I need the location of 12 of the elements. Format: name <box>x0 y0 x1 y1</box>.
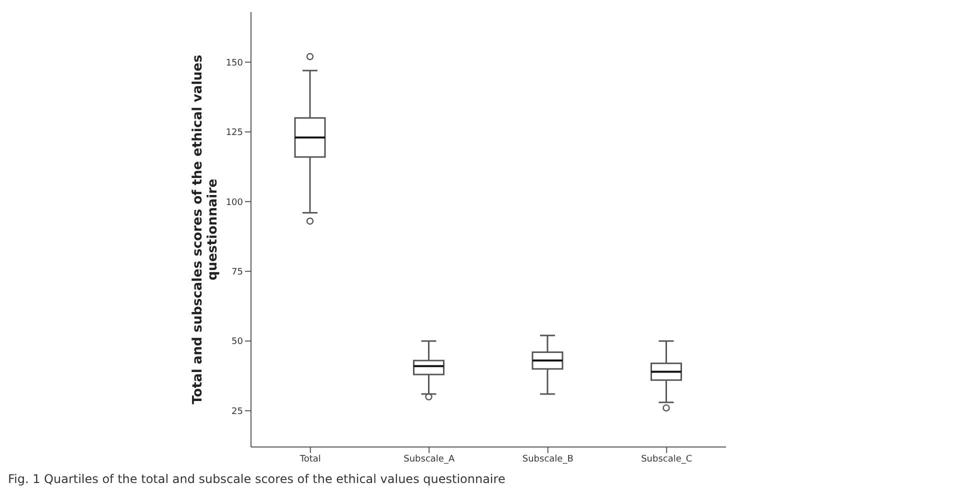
y-tick-label: 125 <box>226 128 243 138</box>
y-tick-label: 50 <box>232 337 244 348</box>
x-tick-label: Subscale_A <box>404 454 456 464</box>
x-tick-label: Total <box>298 454 321 464</box>
x-tick-label: Subscale_B <box>522 454 574 464</box>
x-tick-label: Subscale_C <box>641 454 692 464</box>
y-tick-label: 100 <box>226 198 244 208</box>
y-tick-label: 75 <box>232 268 243 278</box>
y-tick-label: 25 <box>232 406 243 417</box>
y-axis-title: Total and subscales scores of the ethical values questionnaire <box>190 54 220 404</box>
caption: Fig. 1 Quartiles of the total and subscale scores of the ethical values questionnaire <box>8 472 506 486</box>
y-tick-label: 150 <box>226 58 244 68</box>
